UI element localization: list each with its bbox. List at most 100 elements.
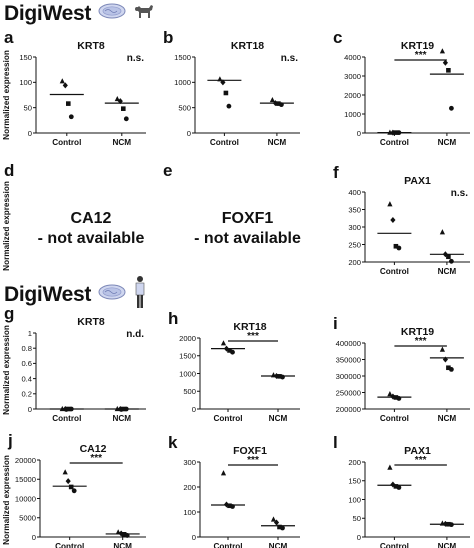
data-point — [121, 106, 126, 111]
panel-letter: k — [168, 433, 178, 452]
y-tick-label: 300 — [183, 458, 196, 467]
x-tick-label: Control — [380, 414, 409, 423]
panel-h: h KRT18 0 500 1000 1500 2000 Control NCM *** — [168, 309, 300, 423]
data-point — [123, 116, 129, 122]
x-tick-label: NCM — [438, 138, 457, 147]
y-tick-label: 0.4 — [21, 374, 32, 383]
significance-label: n.s. — [127, 53, 144, 64]
panel-e: e FOXF1 - not available — [163, 161, 301, 247]
chart-title: PAX1 — [404, 175, 431, 187]
data-point — [442, 356, 448, 363]
chart-title: PAX1 — [404, 445, 431, 457]
y-tick-label: 0 — [28, 405, 32, 414]
significance-label: *** — [90, 453, 102, 464]
data-point — [223, 90, 229, 96]
data-point — [71, 488, 77, 494]
panel-letter: d — [4, 161, 14, 180]
data-point — [220, 470, 227, 476]
data-point — [280, 525, 285, 531]
data-point — [396, 485, 402, 490]
y-tick-label: 250 — [348, 240, 361, 249]
data-point — [396, 130, 402, 136]
panel-j: j CA12 0 5000 10000 15000 20000 Control NCM *** — [7, 431, 146, 548]
chart-title: KRT18 — [231, 40, 264, 52]
data-point — [393, 484, 399, 489]
x-tick-label: NCM — [438, 267, 457, 276]
data-point — [439, 229, 445, 235]
x-tick-label: NCM — [112, 138, 131, 147]
x-tick-label: Control — [380, 138, 409, 147]
y-tick-label: 150 — [19, 53, 32, 62]
unavailable-note: - not available — [38, 230, 145, 247]
y-tick-label: 1500 — [174, 53, 191, 62]
data-point — [123, 406, 129, 412]
y-tick-label: 50 — [24, 103, 32, 112]
chart-title: KRT18 — [233, 321, 266, 333]
y-tick-label: 350 — [348, 205, 361, 214]
data-point — [446, 254, 451, 260]
data-point — [230, 504, 235, 509]
data-point — [230, 349, 235, 355]
y-tick-label: 200000 — [336, 405, 361, 414]
y-tick-label: 100 — [348, 495, 361, 504]
x-tick-label: Control — [380, 267, 409, 276]
y-tick-label: 15000 — [15, 475, 36, 484]
data-point — [220, 79, 226, 86]
x-tick-label: NCM — [269, 414, 288, 423]
data-point — [439, 48, 445, 54]
data-point — [439, 346, 445, 352]
data-point — [217, 76, 223, 82]
data-point — [59, 78, 65, 84]
data-point — [393, 395, 399, 400]
significance-label: *** — [415, 50, 427, 61]
x-tick-label: NCM — [268, 138, 287, 147]
unavailable-note: - not available — [194, 230, 301, 247]
y-tick-label: 1500 — [179, 352, 196, 361]
data-point — [273, 519, 280, 526]
panel-a: a KRT8 0 50 100 150 Control NCM n.s. — [4, 28, 146, 147]
chart-title: CA12 — [80, 443, 107, 455]
y-tick-label: 300000 — [336, 372, 361, 381]
section-header-human: DigiWest — [4, 275, 147, 314]
y-axis-title: Normalized expression — [2, 325, 11, 415]
data-point — [390, 393, 396, 400]
panel-letter: i — [333, 314, 338, 333]
data-point — [277, 524, 282, 530]
x-tick-label: Control — [52, 414, 81, 423]
significance-label: n.s. — [451, 188, 468, 199]
y-tick-label: 4000 — [344, 53, 361, 62]
data-point — [272, 100, 278, 107]
y-tick-label: 20000 — [15, 456, 36, 465]
y-axis-title: Normalized expression — [2, 455, 11, 545]
x-tick-label: NCM — [438, 414, 457, 423]
y-tick-label: 0 — [28, 129, 32, 138]
significance-label: n.d. — [126, 329, 144, 340]
petri-dish-icon — [97, 283, 127, 306]
data-point — [66, 406, 71, 412]
data-point — [121, 406, 126, 412]
chart-title: FOXF1 — [233, 445, 267, 457]
panel-d: d CA12 - not available — [4, 161, 144, 247]
y-tick-label: 10000 — [15, 494, 36, 503]
section-header-canine: DigiWest — [4, 1, 155, 26]
y-axis-title: Normalized expression — [2, 50, 11, 140]
y-tick-label: 0 — [32, 533, 36, 542]
y-tick-label: 0 — [187, 129, 191, 138]
significance-label: *** — [247, 331, 259, 342]
data-point — [390, 481, 396, 488]
data-point — [446, 365, 451, 371]
x-tick-label: NCM — [269, 542, 288, 548]
panel-letter: f — [333, 163, 339, 182]
y-tick-label: 0 — [357, 533, 361, 542]
significance-label: *** — [415, 336, 427, 347]
data-point — [114, 95, 120, 102]
y-tick-label: 50 — [353, 514, 361, 523]
data-point — [449, 105, 454, 111]
data-point — [442, 251, 448, 258]
data-point — [124, 533, 130, 538]
data-point — [396, 245, 402, 251]
data-point — [387, 391, 393, 397]
x-tick-label: NCM — [113, 542, 132, 548]
chart-title: KRT19 — [401, 326, 434, 338]
x-tick-label: Control — [213, 414, 242, 423]
